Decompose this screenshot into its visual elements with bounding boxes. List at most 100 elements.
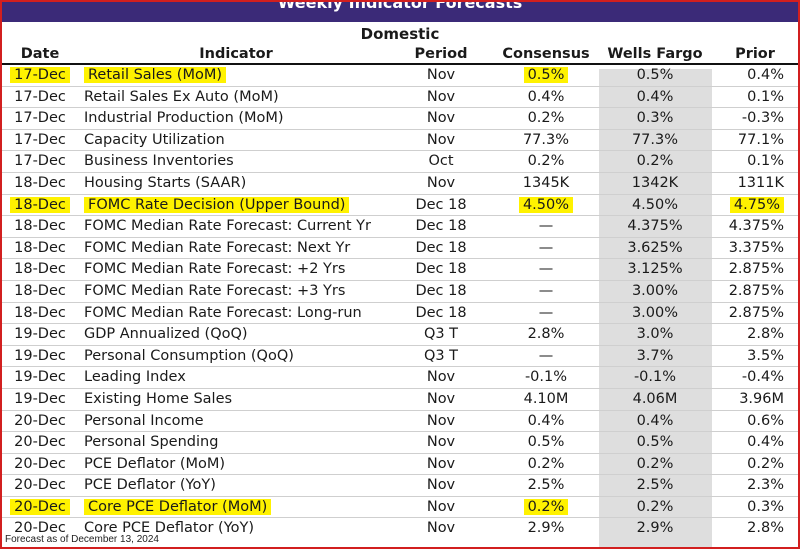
prior-value: 2.875% (728, 282, 784, 299)
cell-date: 19-Dec (2, 367, 78, 389)
date-value: 17-Dec (14, 153, 66, 170)
prior-value: 77.1% (737, 131, 784, 148)
date-value: 18-Dec (10, 196, 70, 213)
cell-prior: 0.4% (712, 64, 798, 86)
cell-consensus: 4.10M (494, 388, 598, 410)
table-row: 17-Dec Industrial Production (MoM) Nov 0.2%… (2, 107, 798, 130)
table-row: 18-Dec FOMC Rate Decision (Upper Bound) De… (2, 194, 798, 216)
prior-value: 2.8% (747, 326, 784, 343)
cell-period: Nov (388, 64, 494, 86)
cell-wells-fargo: 3.125% (598, 259, 712, 281)
cell-period: Nov (388, 367, 494, 389)
cell-wells-fargo: 4.375% (598, 216, 712, 238)
wells-fargo-value: 4.375% (627, 218, 683, 235)
date-value: 19-Dec (14, 390, 66, 407)
table-row: 18-Dec FOMC Median Rate Forecast: +2 Yrs D… (2, 258, 798, 281)
prior-value: 0.4% (747, 434, 784, 451)
date-value: 18-Dec (14, 304, 66, 321)
wells-fargo-value: 3.00% (631, 304, 679, 321)
cell-date: 18-Dec (2, 259, 78, 281)
cell-date: 18-Dec (2, 237, 78, 259)
cell-date: 20-Dec (2, 496, 78, 518)
consensus-value: 4.10M (523, 390, 569, 407)
table-row: 17-Dec Retail Sales (MoM) Nov 0.5% 0.5% 0.4% (2, 64, 798, 86)
cell-consensus: 0.2% (494, 151, 598, 173)
consensus-value: 0.5% (523, 67, 569, 83)
cell-indicator: FOMC Rate Decision (Upper Bound) (78, 194, 388, 216)
cell-consensus: 1345K (494, 172, 598, 194)
wells-fargo-value: 3.7% (636, 347, 674, 364)
indicator-value: Retail Sales Ex Auto (MoM) (84, 88, 279, 105)
cell-prior: 2.875% (712, 280, 798, 302)
cell-indicator: Retail Sales Ex Auto (MoM) (78, 86, 388, 108)
indicator-value: Existing Home Sales (84, 390, 233, 407)
consensus-value: -0.1% (524, 369, 568, 386)
cell-date: 20-Dec (2, 410, 78, 432)
consensus-value: — (538, 239, 554, 256)
period-value: Nov (426, 369, 456, 386)
date-value: 18-Dec (14, 239, 66, 256)
section-heading: Domestic (360, 25, 440, 43)
prior-value: 2.3% (747, 477, 784, 494)
cell-indicator: Existing Home Sales (78, 388, 388, 410)
cell-indicator: FOMC Median Rate Forecast: Current Yr (78, 216, 388, 238)
period-value: Nov (426, 390, 456, 407)
consensus-value: 1345K (522, 174, 570, 191)
date-value: 18-Dec (14, 174, 66, 191)
consensus-value: — (538, 218, 554, 235)
period-value: Nov (426, 412, 456, 429)
table-row: 19-Dec GDP Annualized (QoQ) Q3 T 2.8% 3.0% 2.… (2, 323, 798, 346)
cell-prior: 3.96M (712, 388, 798, 410)
cell-wells-fargo: -0.1% (598, 367, 712, 389)
cell-wells-fargo: 4.06M (598, 388, 712, 410)
cell-prior: 77.1% (712, 129, 798, 151)
cell-wells-fargo: 3.00% (598, 280, 712, 302)
table-row: 18-Dec FOMC Median Rate Forecast: Current… (2, 215, 798, 238)
cell-period: Nov (388, 496, 494, 518)
period-value: Nov (426, 455, 456, 472)
indicator-value: FOMC Median Rate Forecast: +2 Yrs (84, 261, 346, 278)
indicator-value: Core PCE Deflator (MoM) (84, 498, 272, 515)
consensus-value: 2.9% (527, 520, 565, 537)
cell-wells-fargo: 0.2% (598, 496, 712, 518)
cell-prior: 0.3% (712, 496, 798, 518)
cell-date: 20-Dec (2, 453, 78, 475)
prior-value: 3.5% (747, 347, 784, 364)
period-value: Nov (426, 88, 456, 105)
cell-period: Q3 T (388, 324, 494, 346)
consensus-value: 0.4% (527, 412, 565, 429)
cell-wells-fargo: 3.7% (598, 345, 712, 367)
prior-value: 0.3% (747, 498, 784, 515)
date-value: 20-Dec (14, 455, 66, 472)
table-row: 19-Dec Existing Home Sales Nov 4.10M 4.06M 3.… (2, 388, 798, 410)
cell-prior: 1311K (712, 172, 798, 194)
cell-date: 19-Dec (2, 345, 78, 367)
cell-wells-fargo: 3.625% (598, 237, 712, 259)
cell-indicator: Retail Sales (MoM) (78, 64, 388, 86)
consensus-value: 2.5% (527, 477, 565, 494)
cell-wells-fargo: 4.50% (598, 194, 712, 216)
cell-date: 18-Dec (2, 216, 78, 238)
cell-wells-fargo: 0.5% (598, 432, 712, 454)
cell-indicator: Industrial Production (MoM) (78, 108, 388, 130)
cell-date: 18-Dec (2, 194, 78, 216)
cell-wells-fargo: 2.5% (598, 475, 712, 497)
date-value: 18-Dec (14, 282, 66, 299)
cell-wells-fargo: 0.4% (598, 410, 712, 432)
consensus-value: 0.5% (527, 434, 565, 451)
cell-indicator: Business Inventories (78, 151, 388, 173)
cell-indicator: FOMC Median Rate Forecast: +3 Yrs (78, 280, 388, 302)
date-value: 19-Dec (14, 369, 66, 386)
prior-value: -0.3% (741, 110, 784, 127)
date-value: 17-Dec (10, 67, 70, 83)
cell-wells-fargo: 0.2% (598, 151, 712, 173)
cell-consensus: 0.2% (494, 496, 598, 518)
cell-consensus: 0.4% (494, 86, 598, 108)
cell-consensus: 0.4% (494, 410, 598, 432)
wells-fargo-value: 3.625% (627, 239, 683, 256)
cell-period: Nov (388, 129, 494, 151)
wells-fargo-value: 1342K (631, 174, 679, 191)
cell-date: 20-Dec (2, 432, 78, 454)
wells-fargo-value: 0.3% (636, 110, 674, 127)
